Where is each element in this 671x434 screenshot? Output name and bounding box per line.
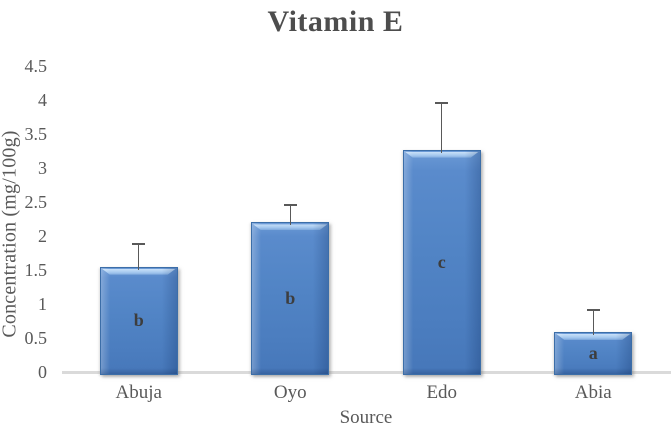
x-axis-line [62,371,671,374]
bar-edo [402,149,481,375]
y-tick-label: 0 [38,362,47,382]
error-bar-line [138,244,140,270]
y-tick-label: 1.5 [24,260,48,280]
error-bar-cap [435,101,449,104]
y-tick-label: 4.5 [24,56,48,76]
error-bar-line [289,205,291,226]
y-tick-label: 1 [38,294,47,314]
x-category-label: Abuja [115,382,162,403]
chart-title: Vitamin E [267,5,404,38]
y-tick-label: 4 [38,90,47,110]
x-axis-title: Source [339,407,393,428]
bar-abia [554,331,633,375]
y-tick-label: 3.5 [24,124,48,144]
bar-significance-label: b [285,288,296,309]
bar-oyo [251,222,330,375]
y-tick-label: 0.5 [24,328,48,348]
error-bar-cap [586,309,600,312]
bar-significance-label: c [437,251,446,272]
y-tick-label: 2 [38,226,47,246]
error-bar-line [441,102,443,153]
bar-significance-label: a [588,342,598,363]
y-tick-label: 2.5 [24,192,48,212]
error-bar-cap [283,204,297,207]
x-category-label: Oyo [273,382,307,403]
x-category-label: Edo [426,382,458,403]
y-tick-label: 3 [38,158,47,178]
error-bar-cap [132,243,146,246]
x-category-label: Abia [574,382,612,403]
bar-significance-label: b [133,310,144,331]
error-bar-line [592,310,594,335]
